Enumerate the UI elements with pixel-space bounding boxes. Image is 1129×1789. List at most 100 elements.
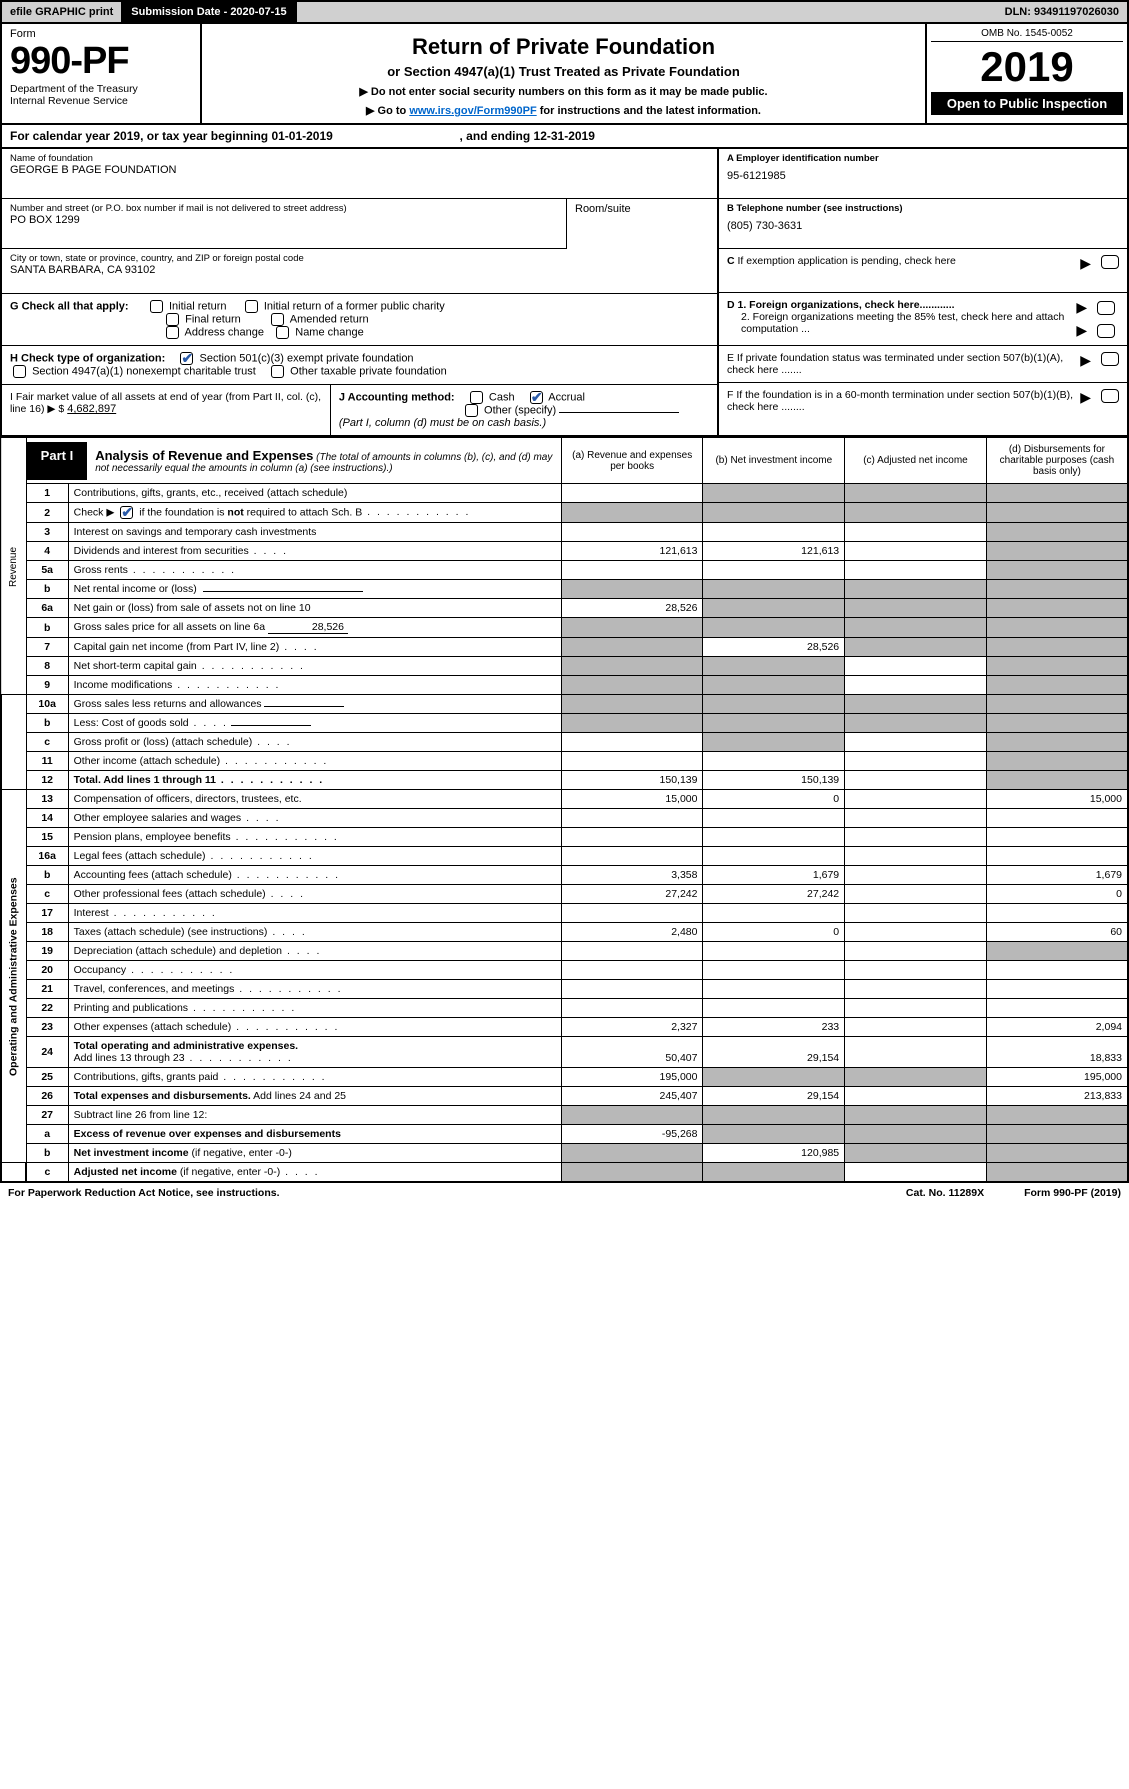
e-label: E If private foundation status was termi… [727,352,1076,376]
l25-a: 195,000 [561,1068,703,1087]
l16b-a: 3,358 [561,866,703,885]
j-accrual-label: Accrual [548,391,585,403]
phone-label: B Telephone number (see instructions) [727,203,1119,214]
footer-right: Form 990-PF (2019) [1024,1187,1121,1199]
schb-checkbox[interactable] [120,506,133,519]
l23-a: 2,327 [561,1018,703,1037]
name-change-label: Name change [295,326,364,338]
open-to-public: Open to Public Inspection [931,92,1123,115]
dept-label: Department of the Treasury [10,83,192,95]
room-label: Room/suite [575,203,709,215]
ij-row: I Fair market value of all assets at end… [2,385,717,435]
ein-value: 95-6121985 [727,164,1119,182]
line-13: Compensation of officers, directors, tru… [68,790,561,809]
initial-former-checkbox[interactable] [245,300,258,313]
l26-d: 213,833 [986,1087,1128,1106]
d2-checkbox[interactable] [1097,324,1115,338]
l24-d: 18,833 [986,1037,1128,1068]
line-17: Interest [74,907,109,919]
street-address: PO BOX 1299 [10,214,558,226]
line-27b: Net investment income [74,1147,189,1159]
omb-number: OMB No. 1545-0052 [931,28,1123,42]
l16b-b: 1,679 [703,866,845,885]
l16b-d: 1,679 [986,866,1128,885]
j-cash-checkbox[interactable] [470,391,483,404]
form-subtitle: or Section 4947(a)(1) Trust Treated as P… [208,64,919,79]
part1-tab: Part I [27,442,88,480]
line-5a: Gross rents [74,564,128,576]
c-checkbox[interactable] [1101,255,1119,269]
calendar-year-row: For calendar year 2019, or tax year begi… [0,125,1129,149]
submission-date: Submission Date - 2020-07-15 [123,2,296,22]
l6b-val: 28,526 [268,621,348,634]
ein-label: A Employer identification number [727,153,1119,164]
foundation-name: GEORGE B PAGE FOUNDATION [10,164,709,176]
note2-post: for instructions and the latest informat… [537,105,761,117]
line-1: Contributions, gifts, grants, etc., rece… [68,484,561,503]
line-16b: Accounting fees (attach schedule) [74,869,232,881]
form-note-1: ▶ Do not enter social security numbers o… [208,85,919,98]
calendar-end: , and ending 12-31-2019 [460,129,595,143]
c-label: If exemption application is pending, che… [738,255,956,267]
initial-return-checkbox[interactable] [150,300,163,313]
e-checkbox[interactable] [1101,352,1119,366]
l12-b: 150,139 [703,771,845,790]
col-c-header: (c) Adjusted net income [845,438,987,484]
l18-a: 2,480 [561,923,703,942]
line-7: Capital gain net income (from Part IV, l… [74,641,280,653]
f-label: F If the foundation is in a 60-month ter… [727,389,1076,413]
d1-label: D 1. Foreign organizations, check here..… [727,299,955,311]
l27b-b: 120,985 [703,1144,845,1163]
j-cash-label: Cash [489,391,515,403]
line-21: Travel, conferences, and meetings [74,983,235,995]
g-check-row: G Check all that apply: Initial return I… [2,293,717,346]
l13-d: 15,000 [986,790,1128,809]
l23-b: 233 [703,1018,845,1037]
h2-checkbox[interactable] [13,365,26,378]
arrow-icon: ▶ [1076,299,1115,316]
final-return-checkbox[interactable] [166,313,179,326]
h3-checkbox[interactable] [271,365,284,378]
final-return-label: Final return [185,313,241,325]
h1-checkbox[interactable] [180,352,193,365]
l16c-d: 0 [986,885,1128,904]
line-25: Contributions, gifts, grants paid [74,1071,219,1083]
line-6b: Gross sales price for all assets on line… [74,621,265,633]
phone-value: (805) 730-3631 [727,214,1119,232]
irs-link[interactable]: www.irs.gov/Form990PF [409,105,536,117]
j-note: (Part I, column (d) must be on cash basi… [339,417,546,429]
l6a-a: 28,526 [561,599,703,618]
revenue-vert-label: Revenue [1,438,26,695]
line-26: Total expenses and disbursements. [74,1090,251,1102]
line-3: Interest on savings and temporary cash i… [68,523,561,542]
line-23: Other expenses (attach schedule) [74,1021,232,1033]
line-2a: Check ▶ [74,506,115,518]
j-accrual-checkbox[interactable] [530,391,543,404]
line-8: Net short-term capital gain [74,660,197,672]
l26-a: 245,407 [561,1087,703,1106]
l24-b: 29,154 [703,1037,845,1068]
d1-checkbox[interactable] [1097,301,1115,315]
name-change-checkbox[interactable] [276,326,289,339]
addr-change-checkbox[interactable] [166,326,179,339]
amended-checkbox[interactable] [271,313,284,326]
form-label: Form [10,28,192,40]
h1-label: Section 501(c)(3) exempt private foundat… [200,352,414,364]
line-27c: Adjusted net income [74,1166,177,1178]
line-16c: Other professional fees (attach schedule… [74,888,266,900]
l18-b: 0 [703,923,845,942]
j-other-checkbox[interactable] [465,404,478,417]
l13-b: 0 [703,790,845,809]
line-4: Dividends and interest from securities [74,545,249,557]
f-checkbox[interactable] [1101,389,1119,403]
line-9: Income modifications [74,679,173,691]
initial-return-label: Initial return [169,300,226,312]
col-d-header: (d) Disbursements for charitable purpose… [986,438,1128,484]
part1-table: Revenue Part I Analysis of Revenue and E… [0,437,1129,1183]
calendar-begin: For calendar year 2019, or tax year begi… [10,129,333,143]
l23-d: 2,094 [986,1018,1128,1037]
line-19: Depreciation (attach schedule) and deple… [74,945,282,957]
line-10c: Gross profit or (loss) (attach schedule) [74,736,253,748]
line-24b: Add lines 13 through 23 [74,1052,185,1064]
l26-b: 29,154 [703,1087,845,1106]
